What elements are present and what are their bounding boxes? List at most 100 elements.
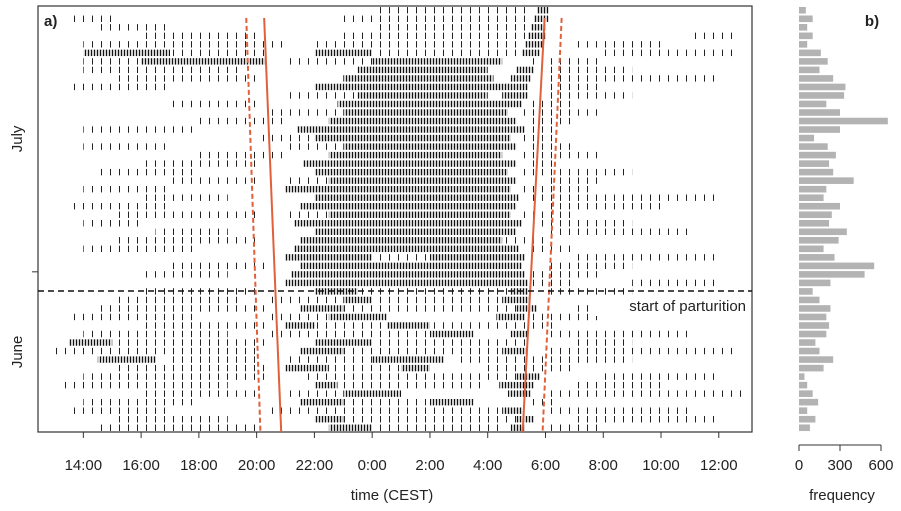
activity-bout — [343, 416, 517, 423]
activity-bout — [357, 92, 488, 99]
activity-bout — [299, 305, 344, 312]
activity-bout — [328, 117, 517, 125]
activity-bout — [68, 339, 113, 346]
x-tick-label: 300 — [827, 457, 852, 474]
activity-bout — [112, 339, 272, 346]
activity-bout — [271, 407, 503, 414]
x-tick-label: 14:00 — [65, 457, 103, 474]
activity-bout — [343, 347, 503, 355]
bar — [799, 202, 840, 210]
activity-bout — [545, 75, 719, 82]
activity-bout — [285, 177, 329, 184]
activity-bout — [522, 49, 540, 57]
bar — [799, 24, 808, 31]
raster — [54, 7, 742, 432]
activity-bout — [285, 211, 329, 218]
activity-bout — [328, 151, 503, 159]
activity-bout — [285, 254, 373, 261]
activity-bout — [314, 339, 373, 346]
activity-bout — [112, 211, 257, 218]
activity-bout — [285, 185, 511, 193]
activity-bout — [545, 83, 604, 91]
activity-bout — [531, 24, 546, 31]
bar — [799, 160, 830, 167]
bar — [799, 322, 830, 329]
activity-bout — [68, 83, 170, 91]
activity-bout — [112, 416, 228, 423]
activity-bout — [54, 347, 257, 355]
y-group-label: July — [9, 125, 26, 152]
bar — [799, 305, 831, 312]
x-axis-title: time (CEST) — [351, 487, 434, 504]
activity-bout — [510, 424, 526, 431]
activity-bout — [68, 407, 170, 414]
event-label: start of parturition — [629, 298, 746, 315]
activity-bout — [314, 228, 517, 235]
activity-bout — [285, 322, 315, 329]
activity-bout — [141, 271, 228, 278]
activity-bout — [545, 262, 633, 270]
activity-bout — [314, 49, 373, 57]
bar — [799, 177, 854, 184]
activity-bout — [68, 203, 170, 210]
activity-bout — [545, 92, 633, 99]
activity-bout — [516, 109, 604, 116]
activity-bout — [499, 381, 534, 389]
activity-bout — [545, 390, 742, 397]
activity-bout — [516, 398, 560, 406]
activity-bout — [285, 364, 329, 372]
bar — [799, 58, 828, 65]
x-tick-label: 16:00 — [122, 457, 160, 474]
activity-bout — [83, 41, 286, 48]
activity-bout — [314, 381, 338, 389]
bar — [799, 194, 824, 201]
bar — [799, 117, 888, 125]
activity-bout — [603, 373, 719, 380]
activity-bout — [545, 424, 604, 431]
activity-bout — [531, 143, 575, 150]
y-group-label: June — [9, 336, 26, 369]
bar — [799, 373, 805, 380]
bar — [799, 330, 827, 338]
activity-bout — [528, 279, 575, 287]
bar — [799, 407, 808, 414]
activity-bout — [285, 356, 373, 363]
activity-bout — [343, 32, 526, 40]
bar — [799, 313, 827, 321]
activity-bout — [299, 373, 517, 380]
twilight-line — [263, 17, 283, 432]
bar — [799, 143, 828, 150]
activity-bout — [357, 288, 511, 295]
activity-bout — [97, 168, 199, 176]
activity-bout — [531, 194, 719, 201]
activity-bout — [487, 364, 575, 372]
x-tick-label: 0 — [795, 457, 803, 474]
activity-bout — [502, 347, 529, 355]
activity-bout — [97, 24, 170, 31]
activity-bout — [271, 296, 344, 304]
activity-bout — [525, 41, 543, 48]
activity-bout — [294, 245, 520, 253]
activity-bout — [502, 92, 529, 99]
activity-bout — [271, 109, 344, 116]
bar — [799, 364, 824, 372]
activity-bout — [531, 58, 604, 65]
activity-bout — [141, 390, 257, 397]
bar — [799, 126, 840, 133]
activity-bout — [343, 398, 430, 406]
activity-bout — [531, 117, 575, 125]
activity-bout — [372, 49, 517, 57]
activity-bout — [299, 398, 344, 406]
activity-bout — [271, 313, 329, 321]
activity-bout — [328, 211, 511, 218]
activity-bout — [516, 373, 540, 380]
activity-bout — [302, 160, 517, 167]
bar — [799, 168, 834, 176]
activity-bout — [141, 194, 228, 201]
activity-bout — [299, 237, 503, 244]
activity-bout — [328, 313, 387, 321]
activity-bout — [328, 177, 517, 184]
activity-bout — [314, 134, 511, 142]
activity-bout — [528, 100, 575, 108]
bar — [799, 75, 834, 82]
